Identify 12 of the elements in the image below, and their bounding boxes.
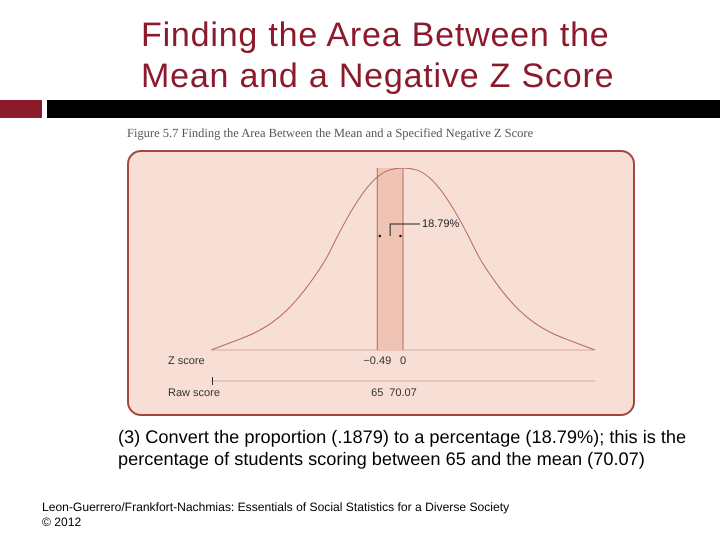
x2-tick-label: 65 xyxy=(371,387,384,399)
chart-subtitle: Figure 5.7 Finding the Area Between the Mean and a Specified Negative Z Score xyxy=(127,125,534,141)
text: Leon-Guerrero/Frankfort-Nachmias: Essentials of Social Statistics for a Diverse Society xyxy=(42,500,510,515)
x-tick-label: −0.49 xyxy=(363,355,392,367)
x-axis-title: Z score xyxy=(168,354,205,368)
band-label: 18.79% xyxy=(422,218,460,230)
x-tick-label: 0 xyxy=(400,355,406,367)
text: (3) Convert the proportion (.1879) to a percentage (18.79%); this is the percentage of students scoring between 65 and the mean (70.07) xyxy=(118,426,688,470)
chart-title: Finding the Area Between the Mean and a Negative Z Score xyxy=(141,15,616,97)
x2-axis-title: Raw score xyxy=(168,386,220,400)
text: © 2012 xyxy=(42,515,82,530)
x2-tick-label: 70.07 xyxy=(389,387,417,399)
